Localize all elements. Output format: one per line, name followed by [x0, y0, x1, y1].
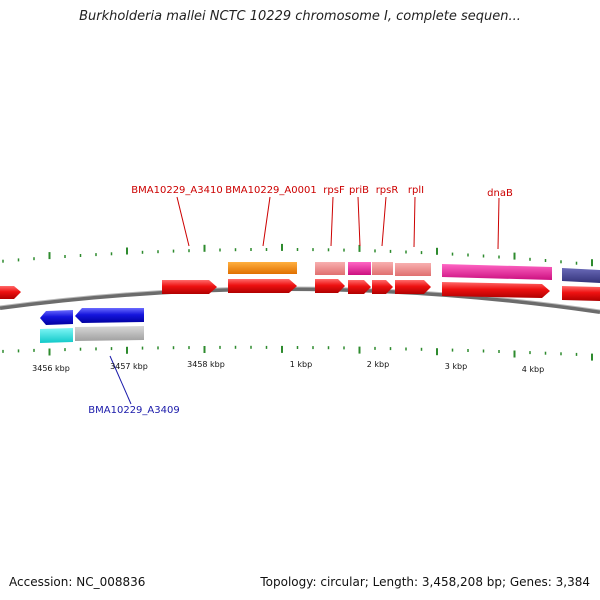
- scale-label: 2 kbp: [367, 360, 389, 369]
- forward-gene[interactable]: [372, 280, 393, 294]
- upper-tick-marks: [2, 243, 593, 267]
- leader-line: [176, 196, 190, 247]
- trna-feature[interactable]: [315, 262, 345, 275]
- gene-label[interactable]: BMA10229_A0001: [225, 185, 316, 196]
- scale-label: 1 kbp: [290, 360, 312, 369]
- reverse-gene-labels: BMA10229_A3409: [88, 405, 179, 416]
- trna-feature[interactable]: [372, 262, 393, 275]
- lower-tick-marks: [2, 345, 593, 361]
- forward-gene-ring: [0, 279, 600, 301]
- cyan-feature[interactable]: [40, 328, 73, 343]
- scale-label: 4 kbp: [522, 365, 544, 374]
- accession-text: Accession: NC_008836: [9, 575, 146, 589]
- forward-gene[interactable]: [162, 280, 217, 294]
- reverse-gene-ring: [40, 308, 144, 325]
- scale-label: 3458 kbp: [187, 360, 225, 369]
- reverse-gene[interactable]: [75, 308, 144, 323]
- label-leader-lines: [109, 196, 500, 405]
- leader-line: [381, 196, 387, 247]
- gene-label[interactable]: BMA10229_A3410: [131, 185, 222, 196]
- gene-label[interactable]: priB: [349, 185, 369, 196]
- forward-gene[interactable]: [442, 282, 550, 298]
- grey-feature[interactable]: [75, 326, 144, 341]
- rrna-feature[interactable]: [228, 262, 297, 274]
- leader-line: [357, 196, 361, 247]
- gene-label[interactable]: BMA10229_A3409: [88, 405, 179, 416]
- leader-line: [262, 196, 271, 247]
- forward-gene[interactable]: [0, 286, 21, 299]
- scale-label: 3457 kbp: [110, 362, 148, 371]
- topology-summary: Topology: circular; Length: 3,458,208 bp…: [260, 575, 590, 589]
- pink-feature[interactable]: [442, 264, 552, 280]
- trna-feature[interactable]: [395, 263, 431, 276]
- forward-gene-labels: BMA10229_A3410 BMA10229_A0001 rpsF priB …: [131, 185, 513, 199]
- forward-gene[interactable]: [562, 286, 600, 301]
- leader-line: [497, 197, 500, 250]
- genome-backbone: [0, 286, 600, 314]
- map-title: Burkholderia mallei NCTC 10229 chromosom…: [79, 9, 521, 24]
- leader-line: [109, 355, 132, 405]
- dark-feature[interactable]: [562, 268, 600, 283]
- forward-gene[interactable]: [315, 279, 345, 293]
- pink-feature[interactable]: [348, 262, 371, 275]
- gene-label[interactable]: dnaB: [487, 188, 513, 199]
- lower-feature-ring: [40, 326, 144, 343]
- scale-labels: 3456 kbp 3457 kbp 3458 kbp 1 kbp 2 kbp 3…: [32, 360, 544, 374]
- forward-gene[interactable]: [348, 280, 371, 294]
- gene-label[interactable]: rplI: [408, 185, 424, 196]
- upper-feature-ring: [228, 262, 600, 283]
- gene-label[interactable]: rpsR: [376, 185, 399, 196]
- leader-line: [413, 196, 416, 248]
- scale-label: 3456 kbp: [32, 364, 70, 373]
- forward-gene[interactable]: [228, 279, 297, 293]
- forward-gene[interactable]: [395, 280, 431, 294]
- reverse-gene[interactable]: [40, 310, 73, 325]
- leader-line: [330, 196, 334, 247]
- scale-label: 3 kbp: [445, 362, 467, 371]
- gene-label[interactable]: rpsF: [323, 185, 345, 196]
